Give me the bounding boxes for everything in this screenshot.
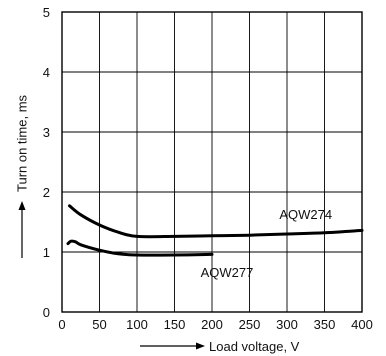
series-lines	[66, 204, 364, 257]
series-line-aqw277	[66, 239, 214, 257]
y-tick-label-0: 0	[43, 305, 50, 320]
x-tick-label-350: 350	[314, 317, 336, 332]
x-tick-label-250: 250	[239, 317, 261, 332]
x-tick-label-100: 100	[126, 317, 148, 332]
y-tick-label-5: 5	[43, 5, 50, 20]
y-tick-labels: 0 1 2 3 4 5	[43, 5, 50, 320]
x-axis-arrow-head	[196, 342, 205, 350]
x-tick-label-200: 200	[201, 317, 223, 332]
y-axis-label: Turn on time, ms	[15, 94, 30, 192]
y-tick-label-4: 4	[43, 65, 50, 80]
plot-frame	[61, 11, 363, 313]
x-tick-labels: 0 50 100 150 200 250 300 350 400	[58, 317, 372, 332]
y-tick-label-3: 3	[43, 125, 50, 140]
x-tick-label-0: 0	[58, 317, 65, 332]
series-line-aqw274	[68, 204, 364, 239]
series-label-aqw277: AQW277	[201, 265, 254, 280]
x-tick-label-50: 50	[92, 317, 106, 332]
y-axis-arrow-head	[18, 201, 26, 210]
y-tick-label-1: 1	[43, 245, 50, 260]
x-tick-label-150: 150	[164, 317, 186, 332]
y-tick-label-2: 2	[43, 185, 50, 200]
series-labels: AQW274 AQW277	[201, 207, 333, 280]
y-axis-title: Turn on time, ms	[15, 94, 30, 258]
x-axis-title: Load voltage, V	[140, 339, 300, 354]
x-axis-label: Load voltage, V	[209, 339, 300, 354]
x-tick-label-300: 300	[276, 317, 298, 332]
x-tick-label-400: 400	[351, 317, 373, 332]
series-label-aqw274: AQW274	[279, 207, 332, 222]
